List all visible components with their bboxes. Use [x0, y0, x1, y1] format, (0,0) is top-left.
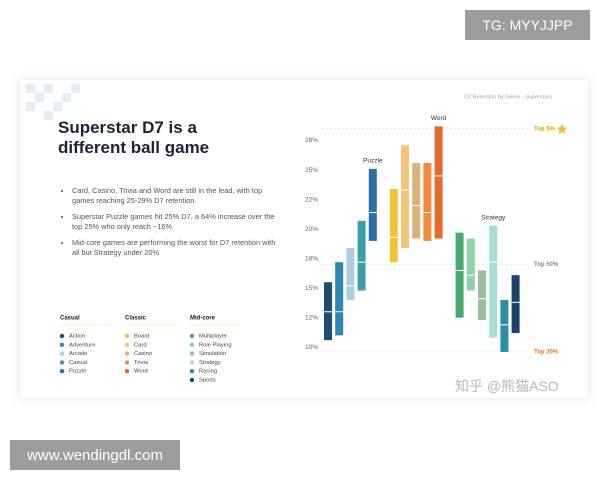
legend-label: Multiplayer	[199, 334, 227, 340]
legend-label: Arcade	[69, 351, 87, 357]
range-bar	[335, 262, 344, 336]
range-bar	[434, 126, 443, 239]
legend-header: Casual	[60, 316, 80, 322]
legend-label: Simulation	[199, 351, 226, 357]
legend-label: Trivia	[134, 360, 149, 366]
chart-title: D7 Retention by Genre - Superstars	[464, 94, 552, 100]
reference-label: Top 50%	[534, 262, 559, 268]
range-bar	[368, 168, 377, 241]
legend-dot	[124, 342, 130, 347]
range-bar	[401, 145, 409, 248]
legend-dot	[189, 369, 195, 374]
legend-label: Action	[69, 334, 85, 340]
legend-dot	[124, 333, 130, 339]
bullet-list: Card, Casino, Trivia and Word are still …	[62, 186, 282, 264]
y-tick-label: 18%	[305, 255, 318, 262]
legend-dot	[124, 369, 130, 374]
y-tick-label: 12%	[305, 314, 318, 321]
range-bar	[511, 275, 520, 334]
bullet: Card, Casino, Trivia and Word are still …	[72, 186, 282, 205]
legend-label: Puzzle	[69, 369, 86, 375]
range-bar	[389, 188, 398, 263]
legend-dot	[189, 377, 195, 383]
range-bar	[466, 238, 475, 291]
legend-dot	[189, 342, 195, 347]
reference-label: Top 20%	[534, 349, 559, 355]
bar-label: Puzzle	[363, 158, 383, 165]
legend-label: Role Playing	[199, 342, 232, 348]
legend-dot	[189, 360, 195, 365]
legend-dot	[124, 351, 130, 356]
legend-label: Adventure	[69, 342, 95, 348]
bar-label: Strategy	[481, 214, 506, 221]
y-tick-label: 20%	[305, 226, 318, 233]
range-bar	[324, 282, 332, 341]
bullet: Superstar Puzzle games hit 25% D7, a 64%…	[72, 212, 282, 231]
range-bar	[478, 270, 486, 321]
range-bar	[357, 220, 366, 291]
legend-dot	[59, 342, 65, 347]
legend-dot	[59, 333, 65, 339]
legend-label: Card	[134, 342, 147, 348]
bar-label: Word	[431, 115, 447, 122]
legend-dot	[189, 351, 195, 356]
legend-label: Word	[134, 369, 148, 375]
legend-label: Strategy	[199, 360, 221, 366]
y-tick-label: 22%	[305, 196, 318, 203]
legend-label: Board	[134, 334, 149, 340]
watermark: TG: MYYJJPP	[465, 10, 590, 40]
decoration	[26, 84, 80, 120]
y-tick-label: 15%	[305, 285, 318, 292]
y-tick-label: 25%	[305, 167, 318, 174]
legend-dot	[59, 369, 65, 374]
legend-label: Sports	[199, 378, 216, 384]
legend-dot	[59, 351, 65, 356]
watermark: 知乎 @熊猫ASO	[455, 378, 559, 394]
legend-dot	[59, 360, 65, 365]
range-bar	[455, 232, 464, 318]
reference-label: Top 5%	[534, 126, 556, 132]
legend-header: Mid-core	[190, 316, 216, 322]
range-bar	[346, 247, 355, 300]
legend-label: Casino	[134, 351, 152, 357]
watermark: www.wendingdl.com	[10, 440, 180, 470]
legend-dot	[189, 333, 195, 339]
legend-header: Classic	[125, 316, 147, 322]
star-icon	[556, 124, 568, 134]
y-tick-label: 28%	[305, 137, 318, 144]
slide-title: Superstar D7 is a different ball game	[58, 118, 210, 157]
bullet: Mid-core games are performing the worst …	[72, 238, 282, 257]
range-bar	[489, 225, 498, 338]
range-bar	[423, 162, 432, 241]
legend-label: Racing	[199, 369, 217, 375]
legend-dot	[124, 360, 130, 365]
legend-label: Casual	[69, 360, 87, 366]
range-bar	[412, 162, 421, 239]
y-tick-label: 10%	[305, 344, 318, 351]
range-bar	[500, 299, 509, 352]
